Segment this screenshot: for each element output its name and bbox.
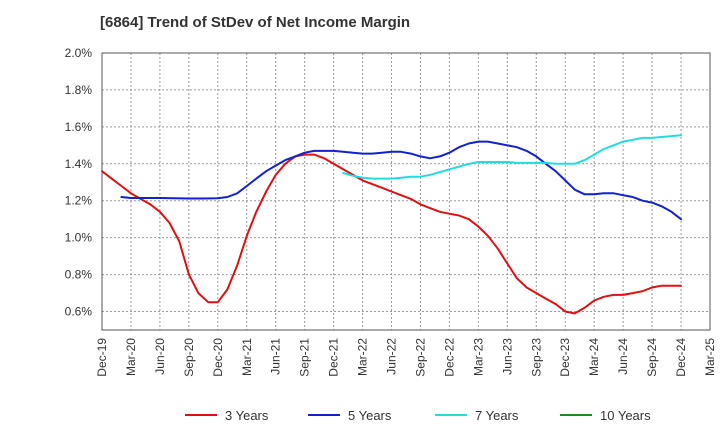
chart-title: [6864] Trend of StDev of Net Income Marg…: [100, 14, 411, 31]
x-tick-label: Dec-20: [211, 338, 225, 377]
y-tick-label: 1.0%: [65, 231, 93, 245]
y-tick-label: 1.2%: [65, 194, 93, 208]
series-line-5-years: [120, 140, 682, 221]
plot-frame: [101, 52, 711, 331]
x-tick-label: Mar-21: [240, 338, 254, 376]
x-tick-label: Mar-23: [471, 338, 485, 376]
x-tick-label: Mar-25: [703, 338, 717, 376]
x-tick-label: Sep-23: [529, 338, 543, 377]
x-tick-label: Dec-23: [558, 338, 572, 377]
x-tick-label: Dec-24: [674, 338, 688, 377]
y-tick-label: 1.4%: [65, 157, 93, 171]
x-tick-label: Dec-21: [327, 338, 341, 377]
x-tick-label: Jun-23: [500, 338, 514, 375]
x-tick-label: Sep-24: [645, 338, 659, 377]
x-tick-label: Jun-24: [616, 338, 630, 375]
axis-layer: 0.6% 0.8% 1.0% 1.2% 1.4% 1.6% 1.8% 2.0% Dec-19 Ma…: [65, 46, 717, 377]
y-tick-label: 1.8%: [65, 83, 93, 97]
series-line-7-years: [342, 134, 682, 180]
x-tick-label: Mar-20: [124, 338, 138, 376]
legend-label-5-years: 5 Years: [348, 408, 392, 423]
x-tick-label: Jun-21: [269, 338, 283, 375]
y-tick-label: 2.0%: [65, 46, 93, 60]
legend-label-10-years: 10 Years: [600, 408, 651, 423]
x-tick-label: Jun-22: [385, 338, 399, 375]
y-tick-label: 1.6%: [65, 120, 93, 134]
x-tick-label: Sep-21: [298, 338, 312, 377]
y-tick-label: 0.6%: [65, 305, 93, 319]
x-tick-label: Dec-19: [95, 338, 109, 377]
x-tick-label: Mar-22: [356, 338, 370, 376]
legend-label-3-years: 3 Years: [225, 408, 269, 423]
legend: 3 Years 5 Years 7 Years 10 Years: [185, 408, 651, 423]
x-tick-label: Sep-22: [413, 338, 427, 377]
series-layer: [101, 134, 682, 315]
y-tick-label: 0.8%: [65, 268, 93, 282]
x-tick-label: Mar-24: [587, 338, 601, 376]
series-line-3-years: [101, 153, 682, 315]
legend-label-7-years: 7 Years: [475, 408, 519, 423]
x-tick-label: Sep-20: [182, 338, 196, 377]
x-tick-label: Dec-22: [442, 338, 456, 377]
x-tick-label: Jun-20: [153, 338, 167, 375]
grid-layer: [101, 52, 711, 330]
